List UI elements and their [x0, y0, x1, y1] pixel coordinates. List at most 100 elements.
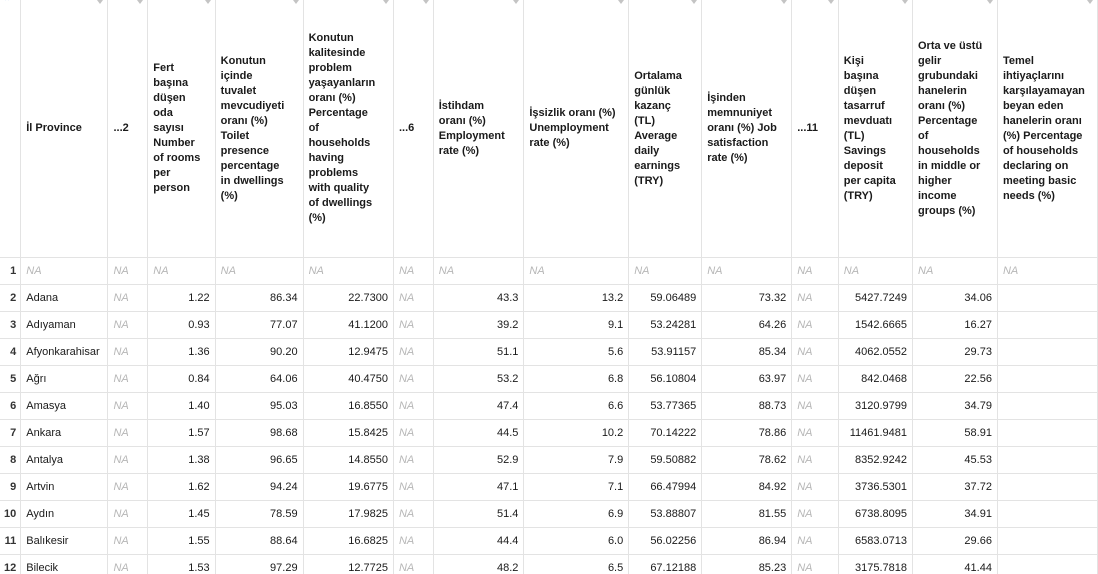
cell-earnings: 53.24281 — [628, 311, 703, 339]
cell-toilet: 64.06 — [215, 365, 304, 393]
cell-unemployment: 6.0 — [523, 527, 630, 555]
cell-employment: 44.5 — [433, 419, 525, 447]
cell-unemployment: 10.2 — [523, 419, 630, 447]
cell-quality: 14.8550 — [303, 446, 394, 474]
column-header-c14[interactable]: Temel ihtiyaçlarını karşılayamayan beyan… — [997, 0, 1098, 258]
cell-c2: NA — [107, 446, 149, 474]
cell-unemployment: 6.6 — [523, 392, 630, 420]
sort-caret-icon[interactable] — [618, 0, 625, 4]
cell-income: 16.27 — [912, 311, 998, 339]
row-number: 11 — [0, 527, 22, 555]
sort-caret-icon[interactable] — [902, 0, 908, 4]
cell-quality: 41.1200 — [303, 311, 394, 339]
cell-c6: NA — [393, 473, 434, 501]
cell-c11: NA — [791, 419, 839, 447]
cell-savings: 5427.7249 — [838, 284, 914, 312]
cell-c2: NA — [107, 338, 149, 366]
column-header-c6[interactable]: ...6 — [393, 0, 434, 258]
cell-c11: NA — [791, 338, 839, 366]
cell-income: 45.53 — [912, 446, 998, 474]
cell-income: 29.73 — [912, 338, 998, 366]
cell-c11: NA — [791, 527, 839, 555]
sort-caret-icon[interactable] — [781, 0, 788, 4]
column-header-earnings[interactable]: Ortalama günlük kazanç (TL) Average dail… — [628, 0, 703, 258]
column-header-toilet[interactable]: Konutun içinde tuvalet mevcudiyeti oranı… — [215, 0, 304, 258]
cell-c6: NA — [393, 257, 434, 285]
cell-quality: 22.7300 — [303, 284, 394, 312]
cell-savings: 3736.5301 — [838, 473, 914, 501]
cell-c6: NA — [393, 365, 434, 393]
cell-c14 — [997, 365, 1098, 393]
cell-c11: NA — [791, 365, 839, 393]
cell-earnings: 59.06489 — [628, 284, 703, 312]
sort-caret-icon[interactable] — [986, 0, 993, 4]
table-row: 8 Antalya NA 1.38 96.65 14.8550 NA 52.9 7.9 59.50… — [0, 446, 1098, 474]
sort-caret-icon[interactable] — [1087, 0, 1093, 4]
cell-toilet: 78.59 — [215, 500, 304, 528]
cell-rooms: 1.38 — [147, 446, 216, 474]
cell-quality: 12.7725 — [303, 554, 394, 574]
cell-c2: NA — [107, 554, 149, 574]
sort-caret-icon[interactable] — [513, 0, 520, 4]
row-number: 12 — [0, 554, 22, 574]
column-header-satisfaction[interactable]: İşinden memnuniyet oranı (%) Job satisfa… — [701, 0, 793, 258]
cell-c11: NA — [791, 500, 839, 528]
cell-province: Bilecik — [20, 554, 109, 574]
cell-province: Adana — [20, 284, 109, 312]
cell-toilet: NA — [215, 257, 304, 285]
rownum-header[interactable]: ⌃ — [0, 0, 22, 258]
sort-up-icon: ⌃ — [3, 0, 12, 8]
row-number: 3 — [0, 311, 22, 339]
cell-savings: 6738.8095 — [838, 500, 914, 528]
cell-savings: 4062.0552 — [838, 338, 914, 366]
cell-c2: NA — [107, 365, 149, 393]
sort-caret-icon[interactable] — [422, 0, 429, 4]
column-header-income[interactable]: Orta ve üstü gelir grubundaki hanelerin … — [912, 0, 998, 258]
cell-savings: NA — [838, 257, 914, 285]
cell-income: 34.06 — [912, 284, 998, 312]
cell-c14 — [997, 500, 1098, 528]
cell-c2: NA — [107, 257, 149, 285]
sort-caret-icon[interactable] — [382, 0, 389, 4]
row-number: 6 — [0, 392, 22, 420]
cell-c2: NA — [107, 392, 149, 420]
cell-province: Artvin — [20, 473, 109, 501]
cell-earnings: 53.77365 — [628, 392, 703, 420]
cell-rooms: 1.53 — [147, 554, 216, 574]
column-header-c11[interactable]: ...11 — [791, 0, 839, 258]
column-header-rooms[interactable]: Fert başına düşen oda sayısı Number of r… — [147, 0, 216, 258]
cell-c11: NA — [791, 257, 839, 285]
cell-earnings: 66.47994 — [628, 473, 703, 501]
cell-satisfaction: 63.97 — [701, 365, 793, 393]
cell-savings: 1542.6665 — [838, 311, 914, 339]
cell-toilet: 86.34 — [215, 284, 304, 312]
cell-employment: 48.2 — [433, 554, 525, 574]
column-header-province[interactable]: İl Province — [20, 0, 109, 258]
table-row: 5 Ağrı NA 0.84 64.06 40.4750 NA 53.2 6.8 56.10804… — [0, 365, 1098, 393]
cell-unemployment: NA — [523, 257, 630, 285]
sort-caret-icon[interactable] — [827, 0, 834, 4]
cell-savings: 11461.9481 — [838, 419, 914, 447]
cell-c2: NA — [107, 473, 149, 501]
sort-caret-icon[interactable] — [204, 0, 211, 4]
cell-quality: 12.9475 — [303, 338, 394, 366]
cell-income: 37.72 — [912, 473, 998, 501]
column-header-savings[interactable]: Kişi başına düşen tasarruf mevduatı (TL)… — [838, 0, 914, 258]
column-header-employment[interactable]: İstihdam oranı (%) Employment rate (%) — [433, 0, 525, 258]
sort-caret-icon[interactable] — [292, 0, 299, 4]
cell-employment: NA — [433, 257, 525, 285]
cell-savings: 3175.7818 — [838, 554, 914, 574]
cell-c11: NA — [791, 392, 839, 420]
cell-satisfaction: 73.32 — [701, 284, 793, 312]
sort-caret-icon[interactable] — [137, 0, 144, 4]
column-header-quality[interactable]: Konutun kalitesinde problem yaşayanların… — [303, 0, 394, 258]
cell-c6: NA — [393, 500, 434, 528]
cell-province: Ağrı — [20, 365, 109, 393]
cell-toilet: 96.65 — [215, 446, 304, 474]
cell-earnings: NA — [628, 257, 703, 285]
sort-caret-icon[interactable] — [691, 0, 698, 4]
column-header-c2[interactable]: ...2 — [107, 0, 149, 258]
sort-caret-icon[interactable] — [97, 0, 104, 4]
column-header-unemployment[interactable]: İşsizlik oranı (%) Unemployment rate (%) — [523, 0, 630, 258]
